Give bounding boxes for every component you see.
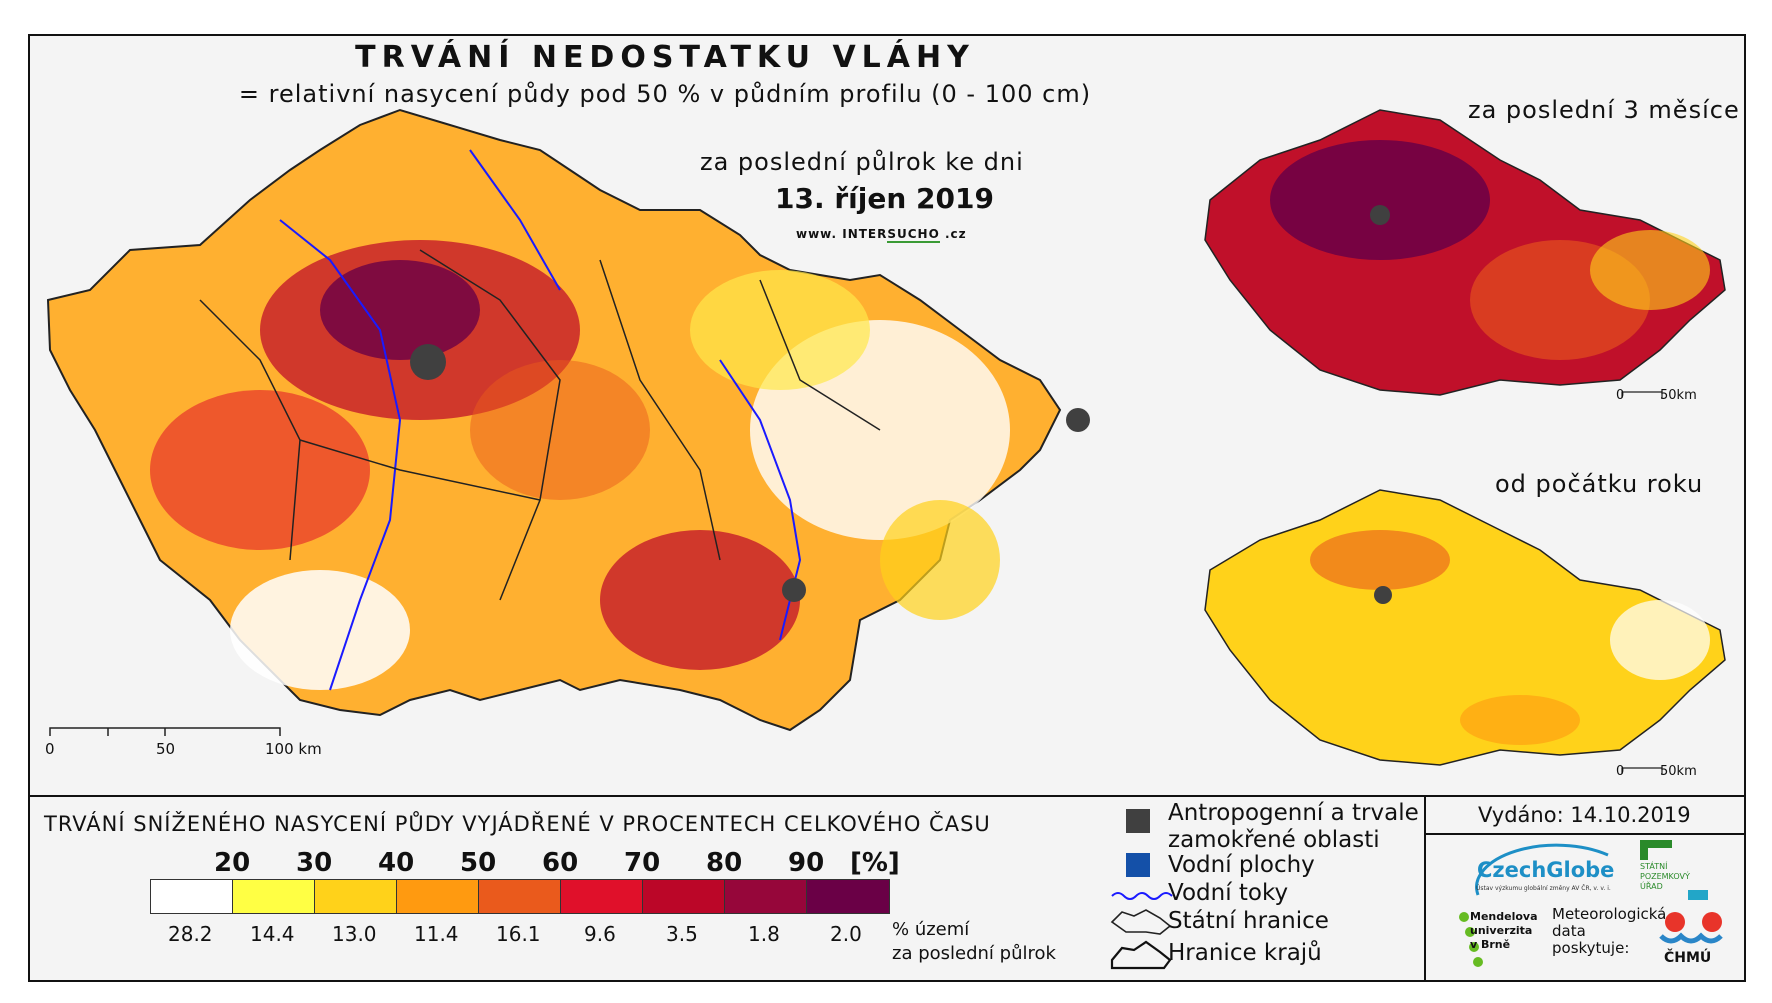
tick-60: 60 — [542, 848, 579, 878]
colorbar-class-1 — [233, 880, 315, 913]
spu-logo-icon — [1640, 840, 1672, 860]
website-post: .cz — [939, 227, 967, 241]
meteo-data-provider: Meteorologická data poskytuje: — [1552, 905, 1667, 957]
tick-30: 30 — [296, 848, 333, 878]
share-label: % území za poslední půlrok — [892, 918, 1056, 966]
issued-date: Vydáno: 14.10.2019 — [1478, 803, 1691, 827]
main-scale-100: 100 km — [265, 740, 322, 758]
main-scale-bar — [49, 727, 281, 736]
website-pre: www. INTER — [796, 227, 888, 241]
colorbar-class-6 — [643, 880, 725, 913]
spu-logo: STÁTNÍ POZEMKOVÝ ÚŘAD — [1640, 862, 1690, 891]
inset-year-scale-0: 0 — [1616, 764, 1625, 779]
inset-year-map — [1204, 489, 1726, 774]
river-line — [279, 219, 402, 691]
prague-area — [410, 344, 446, 380]
share-label-2: za poslední půlrok — [892, 943, 1056, 964]
brno-area — [782, 578, 806, 602]
main-scale-50: 50 — [156, 740, 176, 758]
share-0: 28.2 — [168, 922, 213, 946]
legend-anthropogenic: Antropogenní a trvale zamokřené oblasti — [1168, 800, 1419, 853]
map-subtitle: = relativní nasycení půdy pod 50 % v půd… — [238, 80, 1092, 108]
river-line — [469, 149, 561, 291]
legend-rivers: Vodní toky — [1168, 880, 1289, 906]
colorbar-class-7 — [725, 880, 807, 913]
inset-3m-scale-50: 50km — [1660, 388, 1697, 403]
share-2: 13.0 — [332, 922, 377, 946]
share-7: 1.8 — [748, 922, 780, 946]
main-map — [46, 108, 1090, 732]
water-bodies-swatch — [1126, 853, 1150, 877]
region-border — [199, 249, 881, 601]
anthropogenic-swatch — [1126, 809, 1150, 833]
ostrava-area — [1066, 408, 1090, 432]
inset-year-scale-50: 50km — [1660, 764, 1697, 779]
legend-colorbar — [150, 879, 890, 914]
tick-unit: [%] — [850, 848, 900, 878]
inset-3m-scale-0: 0 — [1616, 388, 1625, 403]
chmu-logo-icon — [1659, 890, 1723, 944]
main-map-period: za poslední půlrok ke dni — [700, 148, 1024, 176]
colorbar-class-8 — [807, 880, 889, 913]
share-5: 9.6 — [584, 922, 616, 946]
rivers-swatch — [1111, 892, 1173, 900]
mendel-logo: Mendelova univerzita v Brně — [1470, 910, 1538, 951]
region-border-swatch — [1110, 940, 1172, 970]
czechglobe-logo: CzechGlobe — [1477, 858, 1615, 882]
share-1: 14.4 — [250, 922, 295, 946]
tick-20: 20 — [214, 848, 251, 878]
share-6: 3.5 — [666, 922, 698, 946]
czechglobe-logo-arc — [1475, 843, 1609, 896]
chmu-logo: ČHMÚ — [1664, 950, 1712, 966]
logo-divider — [1424, 795, 1426, 982]
legend-regions: Hranice krajů — [1168, 940, 1322, 966]
tick-50: 50 — [460, 848, 497, 878]
legend-divider — [28, 795, 1746, 797]
legend-water-bodies: Vodní plochy — [1168, 852, 1315, 878]
colorbar-class-2 — [315, 880, 397, 913]
inset-3m-title: za poslední 3 měsíce — [1468, 96, 1740, 124]
legend-state-border: Státní hranice — [1168, 908, 1329, 934]
main-scale-0: 0 — [45, 740, 55, 758]
share-8: 2.0 — [830, 922, 862, 946]
main-map-date: 13. říjen 2019 — [775, 182, 994, 215]
tick-70: 70 — [624, 848, 661, 878]
inset-3m-map — [1204, 109, 1726, 398]
share-3: 11.4 — [414, 922, 459, 946]
issued-divider — [1426, 833, 1746, 835]
map-title: TRVÁNÍ NEDOSTATKU VLÁHY — [355, 40, 975, 75]
colorbar-class-4 — [479, 880, 561, 913]
share-label-1: % území — [892, 919, 970, 940]
website-mid: SUCHO — [887, 227, 940, 243]
tick-80: 80 — [706, 848, 743, 878]
czechglobe-logo-sub: Ústav výzkumu globální změny AV ČR, v. v… — [1476, 885, 1611, 892]
share-4: 16.1 — [496, 922, 541, 946]
tick-90: 90 — [788, 848, 825, 878]
state-border-swatch — [1110, 909, 1172, 935]
legend-title: TRVÁNÍ SNÍŽENÉHO NASYCENÍ PŮDY VYJÁDŘENÉ… — [44, 812, 991, 836]
tick-40: 40 — [378, 848, 415, 878]
colorbar-class-0 — [151, 880, 233, 913]
colorbar-class-5 — [561, 880, 643, 913]
website-link[interactable]: www. INTERSUCHO .cz — [796, 227, 967, 243]
colorbar-class-3 — [397, 880, 479, 913]
inset-year-title: od počátku roku — [1495, 470, 1704, 498]
